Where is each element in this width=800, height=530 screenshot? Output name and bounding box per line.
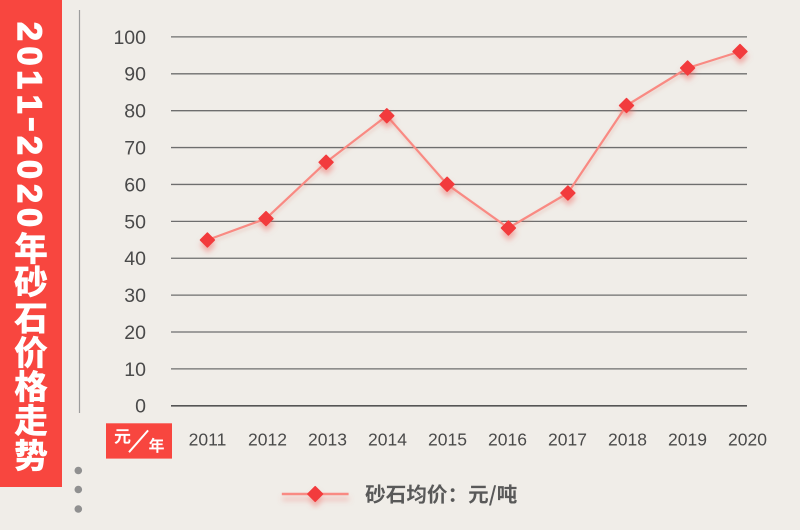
- svg-text:0: 0: [135, 396, 146, 418]
- svg-text:10: 10: [124, 359, 146, 381]
- svg-text:80: 80: [124, 101, 146, 123]
- svg-text:2020: 2020: [728, 430, 767, 450]
- svg-text:2015: 2015: [428, 430, 467, 450]
- svg-text:2014: 2014: [368, 430, 407, 450]
- svg-text:30: 30: [124, 285, 146, 307]
- svg-text:40: 40: [124, 248, 146, 270]
- svg-text:20: 20: [124, 322, 146, 344]
- svg-text:2: 2: [10, 184, 48, 203]
- svg-text:0: 0: [10, 208, 48, 227]
- svg-text:2019: 2019: [668, 430, 707, 450]
- svg-text:50: 50: [124, 211, 146, 233]
- svg-text:1: 1: [10, 95, 48, 114]
- svg-text:2011: 2011: [189, 430, 227, 450]
- svg-text:2017: 2017: [548, 430, 587, 450]
- svg-text:0: 0: [10, 47, 48, 66]
- svg-text:100: 100: [113, 27, 146, 49]
- svg-text:0: 0: [10, 160, 48, 179]
- svg-text:2016: 2016: [488, 430, 527, 450]
- svg-text:2: 2: [10, 22, 48, 41]
- svg-text:60: 60: [124, 174, 146, 196]
- svg-text:2: 2: [10, 136, 48, 155]
- svg-text:90: 90: [124, 64, 146, 86]
- svg-text:2013: 2013: [308, 430, 347, 450]
- svg-text:70: 70: [124, 137, 146, 159]
- svg-text:2012: 2012: [248, 430, 287, 450]
- svg-text:1: 1: [10, 70, 48, 89]
- svg-text:2018: 2018: [608, 430, 647, 450]
